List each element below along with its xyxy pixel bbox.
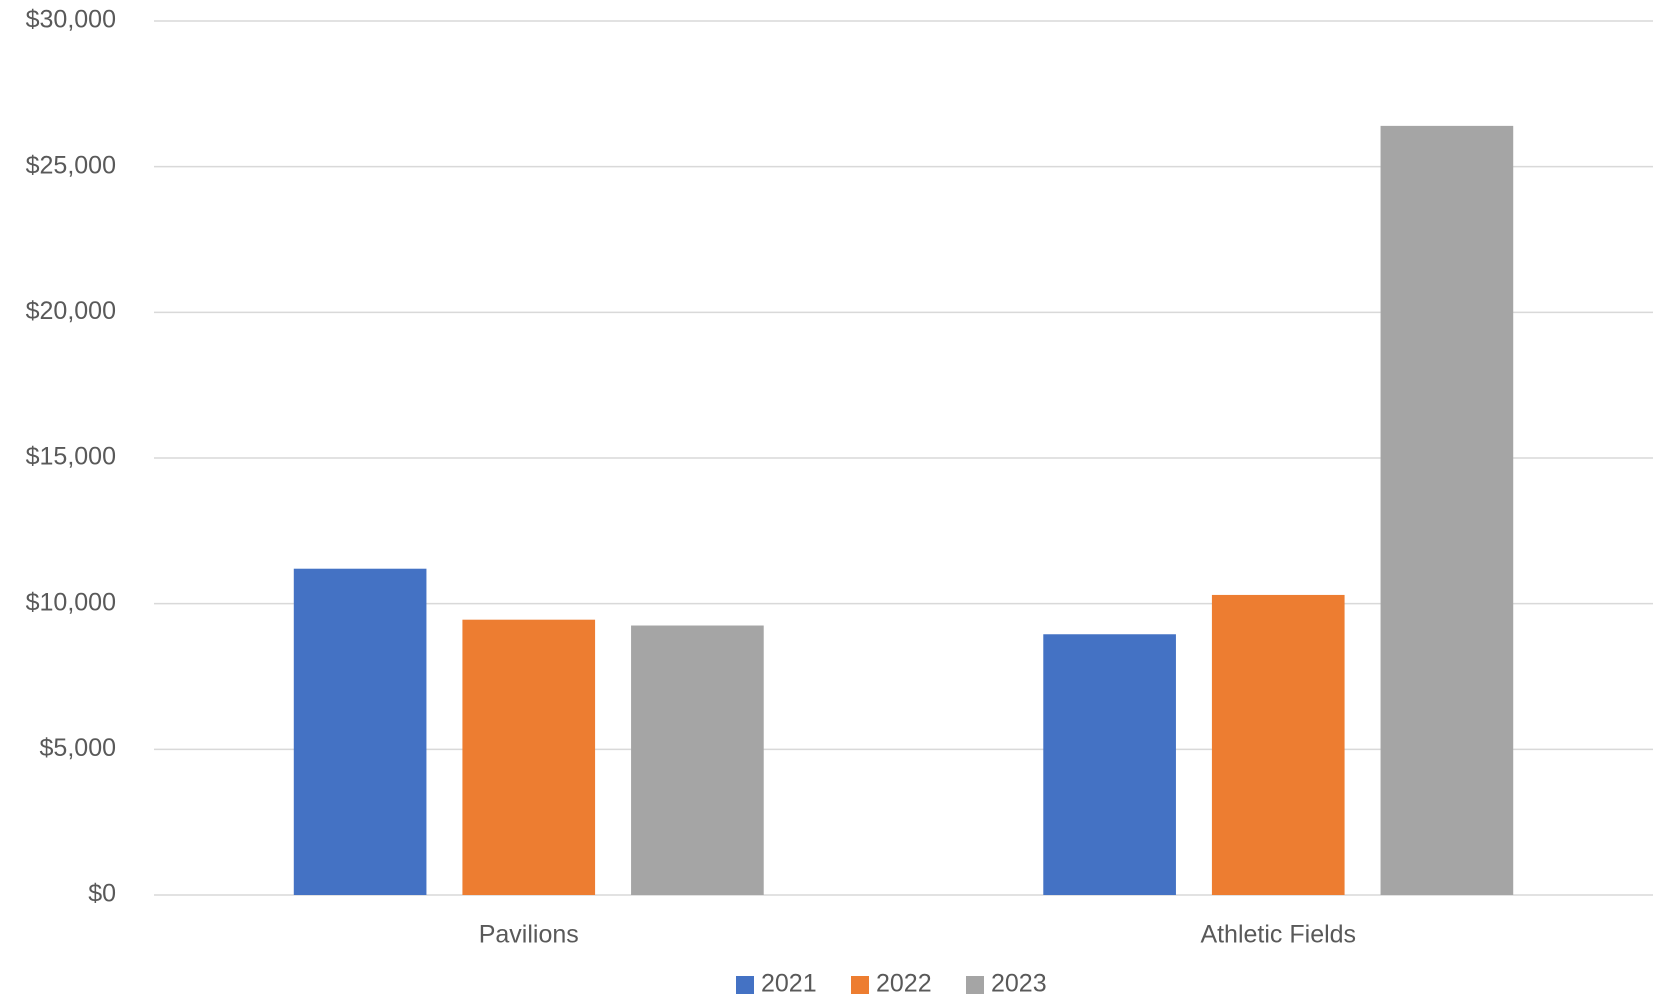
legend-swatch: [736, 976, 754, 994]
y-tick-label: $20,000: [26, 297, 116, 325]
bar: [631, 625, 764, 895]
bar: [1211, 594, 1345, 895]
legend-swatch: [966, 976, 984, 994]
y-tick-label: $30,000: [26, 6, 116, 34]
y-tick-label: $0: [88, 880, 116, 908]
bar: [293, 568, 427, 895]
bar: [462, 619, 596, 895]
legend-label: 2022: [876, 970, 932, 998]
x-tick-label: Athletic Fields: [1200, 921, 1356, 949]
legend-label: 2021: [761, 970, 817, 998]
bar: [1380, 125, 1514, 895]
y-tick-label: $15,000: [26, 443, 116, 471]
legend-label: 2023: [991, 970, 1047, 998]
y-tick-label: $10,000: [26, 588, 116, 616]
bar: [1043, 634, 1176, 895]
y-tick-label: $25,000: [26, 151, 116, 179]
legend-swatch: [851, 976, 869, 994]
y-tick-label: $5,000: [40, 734, 116, 762]
x-tick-label: Pavilions: [479, 921, 579, 949]
